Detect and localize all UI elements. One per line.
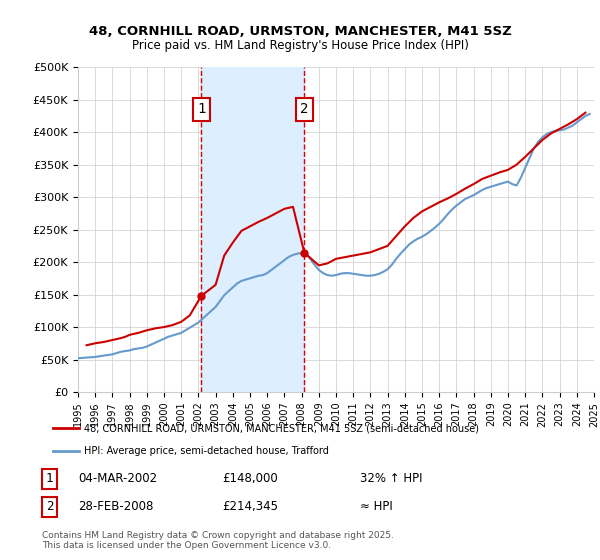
Text: 2: 2 — [300, 102, 308, 116]
Bar — [202, 67, 304, 392]
Text: 28-FEB-2008: 28-FEB-2008 — [78, 500, 154, 514]
Text: 48, CORNHILL ROAD, URMSTON, MANCHESTER, M41 5SZ (semi-detached house): 48, CORNHILL ROAD, URMSTON, MANCHESTER, … — [84, 423, 479, 433]
Text: 48, CORNHILL ROAD, URMSTON, MANCHESTER, M41 5SZ: 48, CORNHILL ROAD, URMSTON, MANCHESTER, … — [89, 25, 511, 38]
Text: 1: 1 — [197, 102, 206, 116]
Text: Contains HM Land Registry data © Crown copyright and database right 2025.
This d: Contains HM Land Registry data © Crown c… — [42, 530, 394, 550]
Text: 32% ↑ HPI: 32% ↑ HPI — [360, 472, 422, 486]
Text: 04-MAR-2002: 04-MAR-2002 — [78, 472, 157, 486]
Text: HPI: Average price, semi-detached house, Trafford: HPI: Average price, semi-detached house,… — [84, 446, 329, 456]
Text: £214,345: £214,345 — [222, 500, 278, 514]
Text: ≈ HPI: ≈ HPI — [360, 500, 393, 514]
Text: £148,000: £148,000 — [222, 472, 278, 486]
Text: 1: 1 — [46, 472, 53, 486]
Text: Price paid vs. HM Land Registry's House Price Index (HPI): Price paid vs. HM Land Registry's House … — [131, 39, 469, 52]
Text: 2: 2 — [46, 500, 53, 514]
